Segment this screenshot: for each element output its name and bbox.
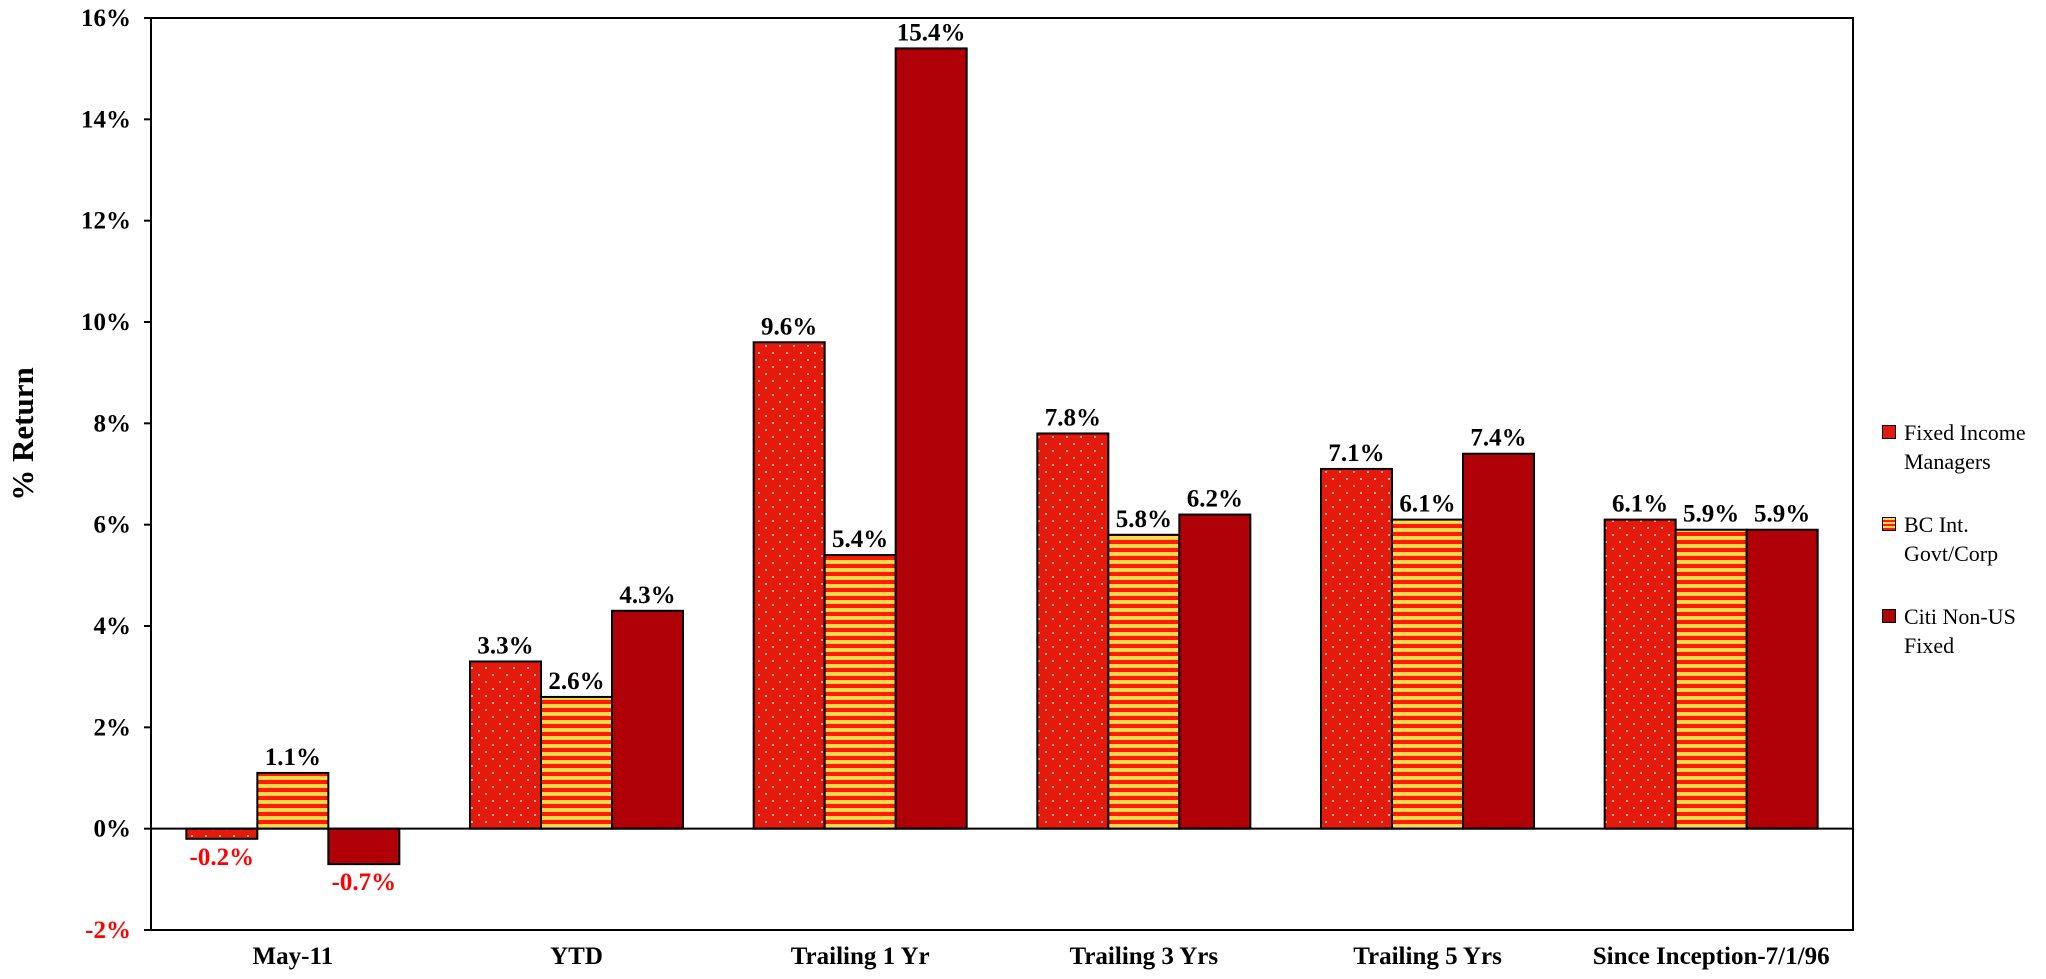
y-tick-label: 12%	[81, 208, 131, 235]
data-label: 4.3%	[619, 582, 675, 609]
legend-item-fixed-income-managers: Fixed Income Managers	[1882, 418, 2042, 476]
y-tick-label: 4%	[94, 613, 132, 640]
y-tick-label: 8%	[94, 410, 132, 437]
bar	[823, 554, 897, 830]
data-label: 5.8%	[1116, 506, 1172, 533]
legend-label: BC Int. Govt/Corp	[1904, 512, 1999, 566]
bar	[1674, 528, 1748, 830]
data-label: 3.3%	[477, 632, 533, 659]
y-tick-label: 6%	[94, 512, 132, 539]
bar	[1462, 452, 1535, 830]
bar	[1391, 518, 1464, 830]
x-tick-label: Trailing 3 Yrs	[1070, 943, 1219, 970]
data-label: 5.9%	[1683, 501, 1739, 528]
x-tick-label: May-11	[253, 943, 334, 970]
bar	[469, 660, 542, 830]
y-tick-label: 2%	[94, 714, 132, 741]
legend-swatch-dots	[1882, 425, 1896, 439]
legend-item-bc-int-govt-corp: BC Int. Govt/Corp	[1882, 510, 2042, 568]
y-tick-label: 16%	[81, 5, 131, 32]
bar	[185, 827, 259, 840]
legend-swatch-stripes	[1882, 517, 1896, 531]
bar	[1036, 432, 1110, 830]
plot-frame	[150, 17, 1854, 931]
data-label: 2.6%	[548, 668, 604, 695]
bar	[1107, 533, 1181, 830]
data-label: 7.8%	[1045, 404, 1101, 431]
data-label: 5.9%	[1754, 501, 1810, 528]
y-tick-label: -2%	[85, 917, 131, 944]
legend-label: Fixed Income Managers	[1904, 420, 2026, 474]
bar	[1745, 528, 1819, 830]
legend-item-citi-non-us-fixed: Citi Non-US Fixed	[1882, 602, 2042, 660]
data-label: -0.7%	[332, 869, 397, 896]
data-label: 9.6%	[761, 313, 817, 340]
bar	[1603, 518, 1677, 830]
x-tick-label: YTD	[550, 943, 603, 970]
bar	[894, 47, 968, 830]
legend-label: Citi Non-US Fixed	[1904, 604, 2016, 658]
legend: Fixed Income Managers BC Int. Govt/Corp …	[1882, 418, 2042, 694]
bar	[611, 609, 684, 830]
bar	[1178, 513, 1252, 830]
data-label: 7.4%	[1470, 425, 1526, 452]
legend-swatch-solid	[1882, 609, 1896, 623]
data-label: -0.2%	[190, 844, 255, 871]
x-tick-label: Trailing 5 Yrs	[1353, 943, 1502, 970]
bar	[540, 695, 613, 830]
data-label: 7.1%	[1328, 440, 1384, 467]
data-label: 6.2%	[1187, 486, 1243, 513]
bar	[256, 771, 330, 830]
y-tick-label: 14%	[81, 106, 131, 133]
y-axis-title: % Return	[5, 367, 40, 500]
x-tick-label: Trailing 1 Yr	[791, 943, 930, 970]
data-label: 6.1%	[1399, 491, 1455, 518]
data-label: 15.4%	[897, 19, 966, 46]
bar	[752, 341, 826, 830]
data-label: 1.1%	[265, 744, 321, 771]
y-tick-label: 10%	[81, 309, 131, 336]
y-tick-label: 0%	[94, 816, 132, 843]
data-label: 6.1%	[1612, 491, 1668, 518]
bar	[327, 827, 401, 866]
x-tick-label: Since Inception-7/1/96	[1593, 943, 1830, 970]
bar	[1320, 467, 1393, 830]
data-label: 5.4%	[832, 526, 888, 553]
